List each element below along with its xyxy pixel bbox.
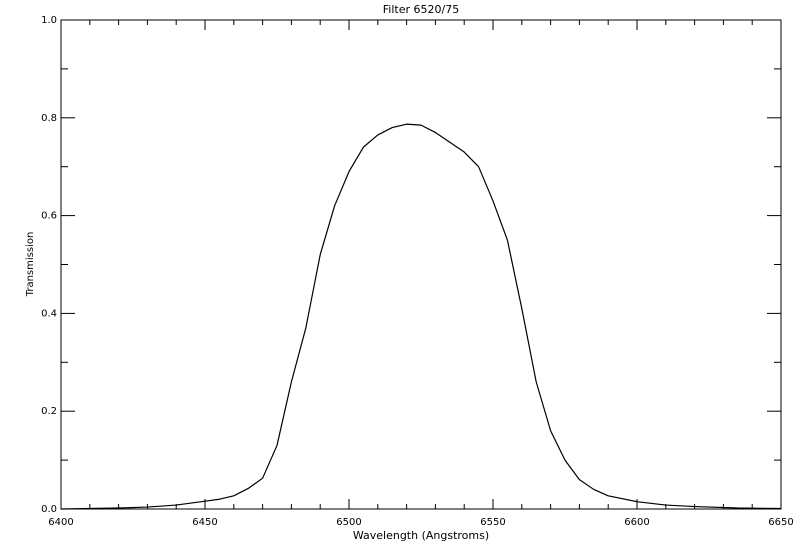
x-tick-label: 6650 [768, 517, 793, 528]
y-tick-label: 0.0 [41, 504, 57, 515]
x-tick-label: 6600 [624, 517, 649, 528]
y-tick-label: 0.8 [41, 113, 57, 124]
x-tick-label: 6500 [336, 517, 361, 528]
x-tick-label: 6550 [480, 517, 505, 528]
x-tick-label: 6400 [48, 517, 73, 528]
y-tick-label: 0.6 [41, 211, 57, 222]
y-tick-label: 0.4 [41, 308, 57, 319]
y-tick-label: 0.2 [41, 406, 57, 417]
plot-frame [60, 19, 782, 510]
x-axis-label: Wavelength (Angstroms) [353, 529, 489, 542]
x-tick-label: 6450 [192, 517, 217, 528]
chart-title: Filter 6520/75 [383, 3, 459, 16]
data-line [60, 123, 782, 510]
y-tick-label: 1.0 [41, 15, 57, 26]
y-axis-label: Transmission [25, 232, 36, 298]
